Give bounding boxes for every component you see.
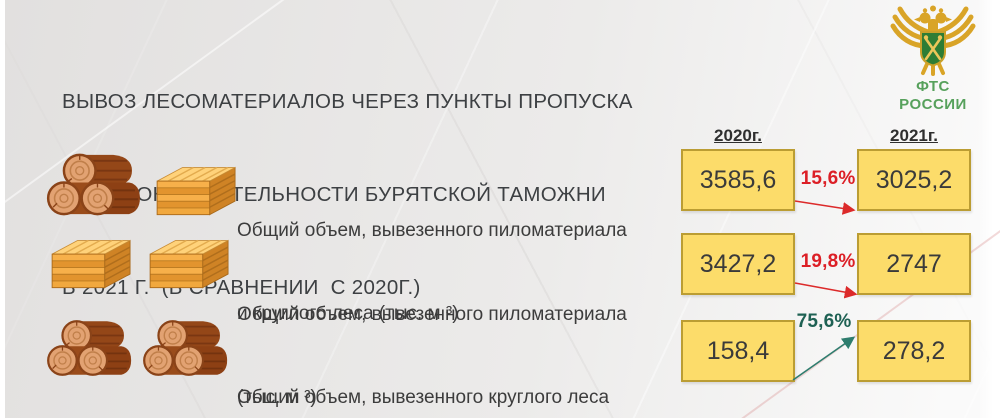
row-label: Общий объем, вывезенного круглого леса (… — [237, 329, 682, 418]
row-label-line-2: и круглого леса (тыс. м ³) — [237, 302, 459, 324]
change-percent: 75,6% — [796, 311, 852, 332]
title-line-1: ВЫВОЗ ЛЕСОМАТЕРИАЛОВ ЧЕРЕЗ ПУНКТЫ ПРОПУС… — [62, 90, 633, 113]
change-percent: 15,6% — [800, 168, 856, 189]
row-label-line-2: (тыс. м ³) — [237, 386, 317, 408]
row-icons — [46, 315, 232, 381]
customs-eagle-emblem-icon — [888, 4, 978, 78]
log-pile-icon — [143, 320, 229, 376]
row-label: Общий объем, вывезенного пиломатериала (… — [237, 246, 682, 418]
log-pile-icon — [46, 153, 142, 216]
row-icons — [46, 236, 236, 294]
row-label-line-1: Общий объем, вывезенного пиломатериала — [237, 220, 627, 241]
logo-text-line-1: ФТС — [916, 78, 950, 95]
change-percent: 19,8% — [800, 251, 856, 272]
log-pile-icon — [47, 320, 133, 376]
lumber-stack-icon — [156, 166, 236, 216]
decrease-arrow — [794, 200, 856, 215]
left-edge-strip — [0, 0, 5, 418]
value-2020: 3427,2 — [681, 233, 795, 295]
lumber-stack-icon — [149, 239, 229, 289]
row-icons — [46, 148, 243, 221]
value-2020: 158,4 — [681, 320, 795, 382]
column-header-2021: 2021г. — [890, 126, 938, 145]
lumber-stack-icon — [51, 239, 131, 289]
row-label-line-1: Общий объем, вывезенного пиломатериала — [237, 304, 627, 325]
row-label: Общий объем, вывезенного пиломатериала и… — [237, 162, 682, 382]
value-2021: 2747 — [857, 233, 971, 295]
row-label-line-1: Общий объем, вывезенного круглого леса — [237, 387, 610, 408]
logo-text-line-2: РОССИИ — [899, 96, 967, 113]
decrease-arrow — [794, 282, 858, 299]
value-2020: 3585,6 — [681, 149, 795, 211]
value-2021: 278,2 — [857, 320, 971, 382]
right-edge-strip — [978, 0, 1000, 418]
column-header-2020: 2020г. — [714, 126, 762, 145]
fts-russia-logo: ФТС РОССИИ — [874, 4, 992, 114]
value-2021: 3025,2 — [857, 149, 971, 211]
